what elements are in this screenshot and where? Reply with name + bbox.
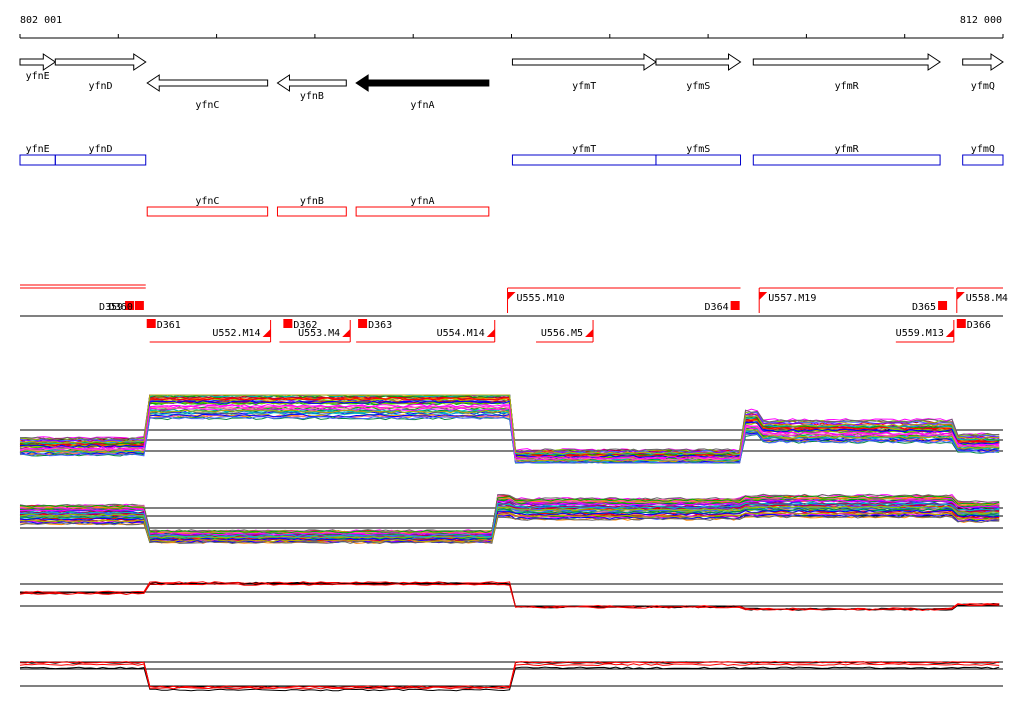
transcription-unit-track: U555.M10 U557.M19 U558.M4 U552.M14 U553.M4 U5…: [20, 284, 1008, 343]
expression-trace: [19, 511, 1000, 543]
gene-arrow-yfmR: [752, 53, 941, 71]
segment-end-marker: [262, 329, 271, 337]
breakpoint-label: D365: [912, 302, 936, 313]
segment-label: U555.M10: [517, 293, 565, 304]
operon-box-yfmQ: [962, 154, 1004, 166]
operon-box-yfmR: [752, 154, 941, 166]
operon-box-yfnA: [355, 206, 490, 217]
breakpoint-label: D362: [293, 320, 317, 331]
gene-arrow-yfnE: [19, 53, 57, 71]
operon-box-yfmT: [511, 154, 657, 166]
operon-label-yfnA: yfnA: [410, 196, 434, 207]
operon-box-yfnD: [54, 154, 147, 166]
operon-box-yfnB: [276, 206, 347, 217]
expression-trace: [19, 394, 1000, 455]
operon-box-yfmS: [655, 154, 742, 166]
operon-label-yfmQ: yfmQ: [971, 144, 995, 155]
gene-label-yfnA: yfnA: [410, 100, 434, 111]
breakpoint-label: D363: [368, 320, 392, 331]
segment-label: U556.M5: [541, 328, 583, 339]
operon-label-yfnD: yfnD: [88, 144, 112, 155]
ruler-start-label: 802 001: [20, 15, 62, 26]
ruler-end-label: 812 000: [960, 15, 1002, 26]
expression-trace: [19, 661, 1000, 689]
gene-label-yfmR: yfmR: [835, 81, 860, 92]
gene-arrow-yfmT: [511, 53, 657, 71]
expression-trace: [19, 403, 1000, 460]
gene-arrow-yfnB: [276, 74, 347, 92]
gene-label-yfmQ: yfmQ: [971, 81, 995, 92]
gene-arrow-yfnD: [54, 53, 147, 71]
expression-trace: [19, 660, 1000, 689]
gene-arrow-track: yfnE yfnD yfnC yfnB yfnA yfmT yfmS yfmR yfmQ: [19, 53, 1004, 111]
operon-box-yfnC: [146, 206, 269, 217]
breakpoint-marker: [283, 319, 293, 328]
segment-end-marker: [342, 329, 351, 337]
gene-label-yfnC: yfnC: [195, 100, 219, 111]
expression-trace: [19, 515, 1000, 545]
gene-label-yfmT: yfmT: [572, 81, 596, 92]
gene-label-yfnD: yfnD: [88, 81, 112, 92]
segment-start-marker: [956, 292, 965, 300]
breakpoint-marker: [956, 319, 966, 328]
segment-start-marker: [507, 292, 516, 300]
breakpoint-label: D361: [157, 320, 181, 331]
breakpoint-marker: [146, 319, 156, 328]
operon-track-plus: yfnE yfnD yfmT yfmS yfmR yfmQ: [19, 144, 1004, 166]
expression-trace: [19, 509, 1000, 542]
expression-trace: [19, 505, 1000, 539]
breakpoint-label: D359: [99, 302, 123, 313]
gene-arrow-yfmS: [655, 53, 742, 71]
operon-box-yfnE: [19, 154, 56, 166]
breakpoint-marker: [938, 301, 948, 310]
operon-label-yfmT: yfmT: [572, 144, 596, 155]
segment-end-marker: [486, 329, 495, 337]
coordinate-ruler: 802 001 812 000: [19, 15, 1004, 39]
operon-label-yfmR: yfmR: [835, 144, 860, 155]
expression-trace: [19, 495, 1000, 534]
expression-profiles: [19, 394, 1003, 692]
breakpoint-marker: [730, 301, 740, 310]
breakpoint-label: D364: [705, 302, 729, 313]
gene-label-yfnE: yfnE: [26, 71, 50, 82]
segment-label: U552.M14: [212, 328, 260, 339]
operon-track-minus: yfnC yfnB yfnA: [146, 196, 490, 217]
expression-trace: [19, 499, 1000, 536]
expression-trace: [19, 513, 1000, 544]
segment-label: U559.M13: [896, 328, 944, 339]
segment-label: U558.M4: [966, 293, 1008, 304]
gene-arrow-yfmQ: [962, 53, 1004, 71]
breakpoint-label: D366: [967, 320, 991, 331]
expression-trace: [19, 666, 1000, 692]
operon-label-yfnC: yfnC: [195, 196, 219, 207]
breakpoint-label: D360: [109, 302, 133, 313]
gene-arrow-yfnA: [355, 74, 490, 92]
expression-trace: [19, 416, 1000, 464]
segment-label: U557.M19: [768, 293, 816, 304]
segment-label: U554.M14: [437, 328, 485, 339]
expression-trace: [19, 583, 1000, 612]
breakpoint-marker: [125, 301, 135, 310]
expression-trace: [19, 502, 1000, 538]
segment-start-marker: [759, 292, 768, 300]
gene-label-yfmS: yfmS: [686, 81, 710, 92]
segment-end-marker: [945, 329, 954, 337]
expression-trace: [19, 400, 1000, 459]
expression-trace: [19, 663, 1000, 690]
breakpoint-marker: [134, 301, 144, 310]
operon-label-yfnB: yfnB: [300, 196, 324, 207]
segment-end-marker: [585, 329, 594, 337]
breakpoint-marker: [358, 319, 368, 328]
operon-label-yfnE: yfnE: [26, 144, 50, 155]
operon-label-yfmS: yfmS: [686, 144, 710, 155]
gene-arrow-yfnC: [146, 74, 269, 92]
segment-label: U553.M4: [298, 328, 340, 339]
gene-label-yfnB: yfnB: [300, 91, 324, 102]
